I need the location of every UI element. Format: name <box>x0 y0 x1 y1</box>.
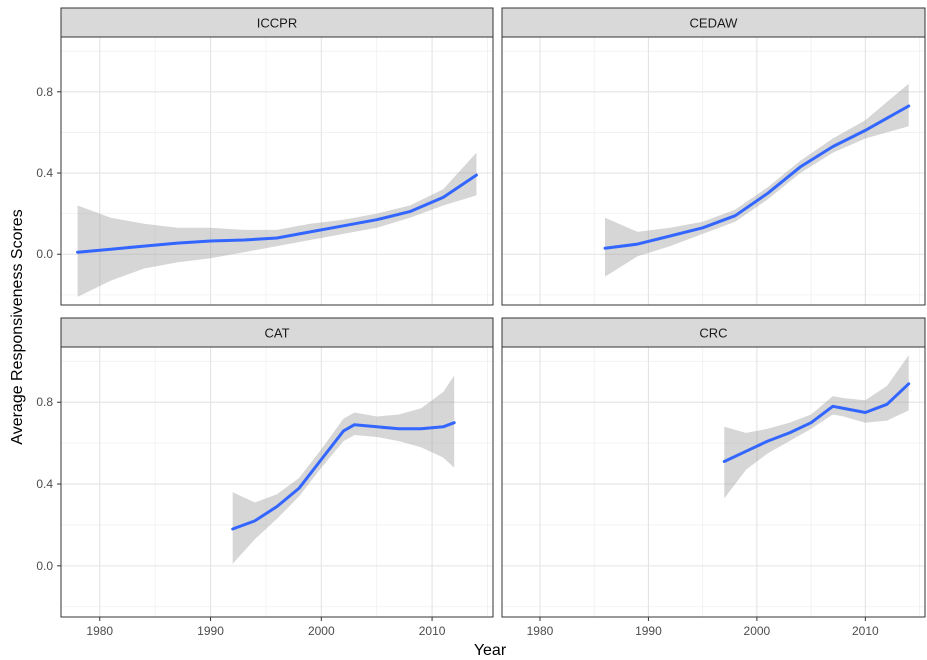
panel-strip <box>501 317 926 348</box>
x-tick-label: 1980 <box>527 624 554 638</box>
panel-border <box>60 36 494 306</box>
panel-strip-label: ICCPR <box>257 16 297 31</box>
y-tick-label: 0.8 <box>36 85 53 99</box>
panel-cedaw: CEDAW <box>501 7 926 306</box>
y-tick-label: 0.4 <box>36 166 53 180</box>
panel-iccpr: ICCPR 0.0 0.4 0.8 <box>36 7 494 306</box>
panel-strip-label: CAT <box>264 326 289 341</box>
confidence-band <box>724 355 909 499</box>
panel-border <box>60 346 494 618</box>
trend-line <box>76 173 478 254</box>
y-axis-title: Average Responsiveness Scores <box>9 209 26 444</box>
panel-border <box>501 346 926 618</box>
panel-cat: CAT 0.0 0.4 0.8 1980 1990 2000 2010 <box>36 317 494 638</box>
x-tick-label: 2000 <box>308 624 335 638</box>
trend-line <box>603 104 911 250</box>
panel-strip <box>60 317 494 348</box>
x-tick-label: 1990 <box>197 624 224 638</box>
y-tick-label: 0.0 <box>36 559 53 573</box>
panel-strip <box>60 7 494 38</box>
x-tick-label: 2010 <box>419 624 446 638</box>
x-tick-label: 2010 <box>852 624 879 638</box>
trend-line <box>231 421 456 531</box>
confidence-band <box>605 83 909 277</box>
x-tick-label: 1990 <box>635 624 662 638</box>
confidence-band <box>77 152 477 297</box>
y-tick-label: 0.0 <box>36 247 53 261</box>
x-tick-label: 2000 <box>744 624 771 638</box>
y-tick-label: 0.8 <box>36 395 53 409</box>
trend-line <box>722 382 911 463</box>
y-tick-label: 0.4 <box>36 477 53 491</box>
panel-strip-label: CEDAW <box>690 16 739 31</box>
panel-crc: CRC 1980 1990 2000 2010 <box>501 317 926 638</box>
x-axis-title: Year <box>474 642 507 659</box>
panel-strip-label: CRC <box>699 326 727 341</box>
panel-border <box>501 36 926 306</box>
x-tick-label: 1980 <box>86 624 113 638</box>
confidence-band <box>232 375 455 564</box>
